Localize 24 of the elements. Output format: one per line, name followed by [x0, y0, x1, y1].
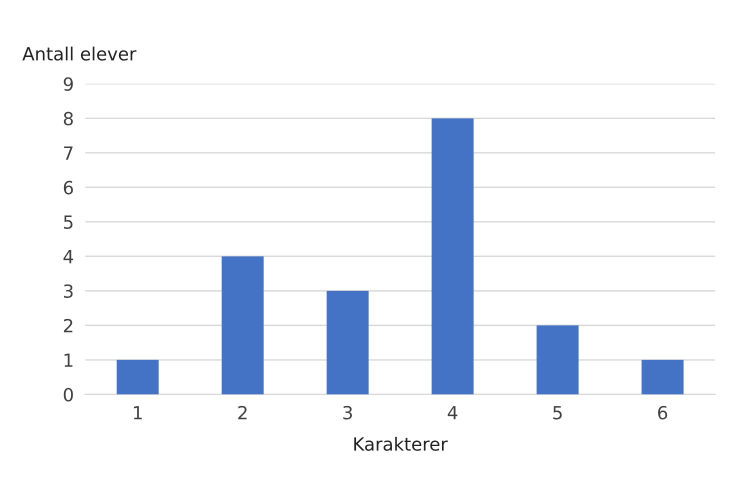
- x-tick-label: 5: [553, 406, 562, 420]
- x-tick-label: 3: [343, 406, 352, 420]
- bar: [536, 325, 579, 394]
- x-tick-label: 4: [448, 406, 458, 420]
- y-tick-label: 2: [64, 318, 72, 332]
- y-tick-label: 3: [64, 284, 73, 298]
- y-axis-title: Antall elever: [22, 46, 136, 61]
- bar: [222, 256, 264, 394]
- y-tick-label: 9: [64, 77, 73, 91]
- bar: [326, 290, 369, 394]
- x-tick-label: 1: [134, 406, 142, 420]
- y-tick-label: 8: [64, 112, 73, 126]
- y-tick-label: 0: [64, 388, 73, 402]
- bar: [116, 360, 159, 394]
- y-tick-label: 1: [64, 354, 72, 367]
- y-tick-label: 4: [64, 250, 74, 264]
- x-tick-label: 6: [658, 406, 668, 420]
- x-tick-label: 2: [238, 406, 247, 420]
- bar: [432, 118, 474, 394]
- x-axis-title: Karakterer: [354, 436, 448, 451]
- y-tick-label: 5: [64, 216, 73, 229]
- bar: [642, 360, 684, 394]
- y-tick-label: 7: [64, 146, 73, 160]
- y-tick-label: 6: [64, 180, 73, 194]
